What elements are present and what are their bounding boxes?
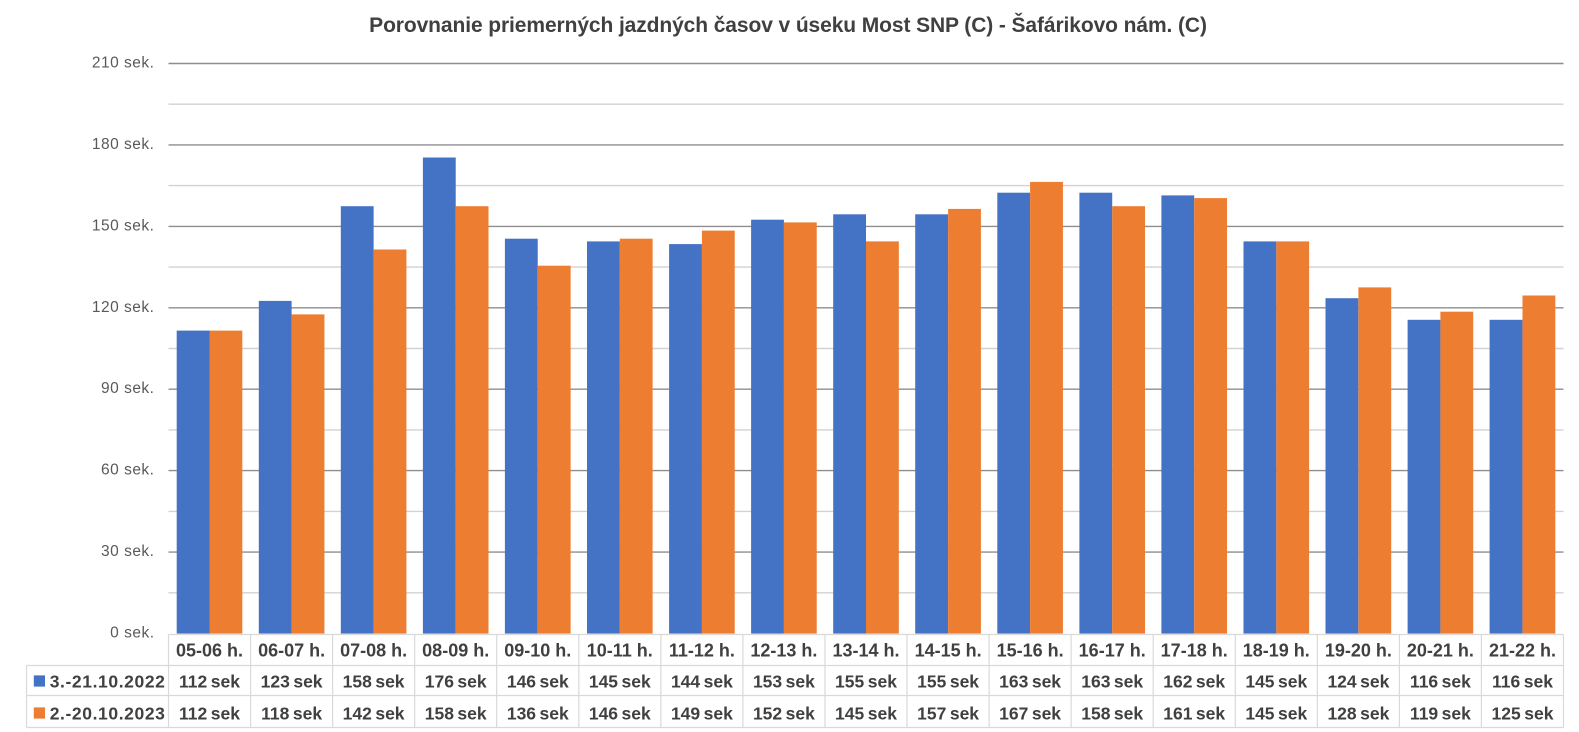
svg-text:15-16 h.: 15-16 h. [997,641,1064,661]
svg-text:157 sek: 157 sek [917,704,979,724]
svg-text:2.-20.10.2023: 2.-20.10.2023 [50,704,166,724]
svg-text:145 sek: 145 sek [1245,704,1307,724]
svg-text:112 sek: 112 sek [179,672,240,692]
svg-text:17-18 h.: 17-18 h. [1161,641,1228,661]
svg-text:155 sek: 155 sek [835,672,897,692]
svg-text:144 sek: 144 sek [671,672,733,692]
svg-text:146 sek: 146 sek [507,672,569,692]
svg-text:18-19 h.: 18-19 h. [1243,641,1310,661]
svg-text:60 sek.: 60 sek. [101,462,154,479]
svg-text:145 sek: 145 sek [835,704,897,724]
svg-text:21-22 h.: 21-22 h. [1489,641,1556,661]
svg-text:90 sek.: 90 sek. [101,380,154,397]
svg-text:161 sek: 161 sek [1163,704,1225,724]
svg-text:19-20 h.: 19-20 h. [1325,641,1392,661]
svg-text:118 sek: 118 sek [261,704,322,724]
svg-text:155 sek: 155 sek [917,672,979,692]
svg-text:125 sek: 125 sek [1492,704,1554,724]
svg-text:123 sek: 123 sek [261,672,323,692]
svg-text:158 sek: 158 sek [425,704,487,724]
svg-text:119 sek: 119 sek [1410,704,1471,724]
svg-text:146 sek: 146 sek [589,704,651,724]
svg-text:08-09 h.: 08-09 h. [422,641,489,661]
svg-text:112 sek: 112 sek [179,704,240,724]
svg-text:142 sek: 142 sek [343,704,405,724]
svg-text:163 sek: 163 sek [999,672,1061,692]
svg-text:128 sek: 128 sek [1327,704,1389,724]
svg-text:149 sek: 149 sek [671,704,733,724]
svg-text:153 sek: 153 sek [753,672,815,692]
svg-text:210 sek.: 210 sek. [92,55,155,72]
svg-text:3.-21.10.2022: 3.-21.10.2022 [50,672,166,692]
svg-text:180 sek.: 180 sek. [92,136,155,153]
svg-text:07-08 h.: 07-08 h. [340,641,407,661]
svg-text:05-06 h.: 05-06 h. [176,641,243,661]
svg-text:124 sek: 124 sek [1327,672,1389,692]
svg-text:158 sek: 158 sek [1081,704,1143,724]
svg-text:16-17 h.: 16-17 h. [1079,641,1146,661]
svg-text:163 sek: 163 sek [1081,672,1143,692]
svg-text:11-12 h.: 11-12 h. [669,641,735,661]
svg-text:06-07 h.: 06-07 h. [258,641,325,661]
svg-text:162 sek: 162 sek [1163,672,1225,692]
svg-text:145 sek: 145 sek [589,672,651,692]
svg-text:12-13 h.: 12-13 h. [750,641,817,661]
svg-text:150 sek.: 150 sek. [92,217,155,234]
svg-text:09-10 h.: 09-10 h. [504,641,571,661]
svg-text:116 sek: 116 sek [1410,672,1471,692]
svg-text:136 sek: 136 sek [507,704,569,724]
svg-text:14-15 h.: 14-15 h. [915,641,982,661]
svg-text:Porovnanie priemerných jazdnýc: Porovnanie priemerných jazdných časov v … [369,13,1207,37]
svg-text:158 sek: 158 sek [343,672,405,692]
svg-text:116 sek: 116 sek [1492,672,1553,692]
svg-text:167 sek: 167 sek [999,704,1061,724]
svg-text:120 sek.: 120 sek. [92,299,155,316]
svg-text:30 sek.: 30 sek. [101,543,154,560]
svg-text:176 sek: 176 sek [425,672,487,692]
svg-text:20-21 h.: 20-21 h. [1407,641,1474,661]
svg-text:145 sek: 145 sek [1245,672,1307,692]
svg-text:13-14 h.: 13-14 h. [832,641,899,661]
svg-text:10-11 h.: 10-11 h. [587,641,653,661]
svg-text:152 sek: 152 sek [753,704,815,724]
svg-text:0 sek.: 0 sek. [110,625,154,642]
